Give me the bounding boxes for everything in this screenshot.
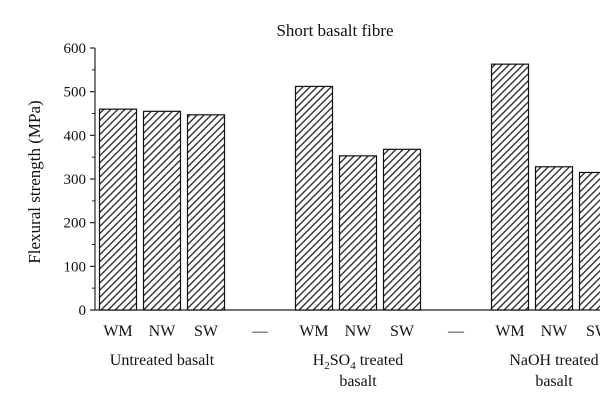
- group-label: Untreated basalt: [110, 352, 215, 369]
- y-tick-label: 400: [64, 128, 87, 144]
- y-tick-label: 200: [64, 216, 87, 232]
- x-tick-label: NW: [149, 323, 177, 340]
- y-axis-label: Flexural strength (MPa): [25, 100, 44, 263]
- chart-title: Short basalt fibre: [276, 21, 393, 40]
- bar: [186, 114, 226, 311]
- bars: [98, 63, 600, 311]
- group-label: NaOH treated: [509, 352, 598, 369]
- x-tick-label: WM: [103, 323, 132, 340]
- bar: [142, 110, 182, 311]
- y-tick-label: 100: [64, 259, 87, 275]
- x-tick-label: NW: [345, 323, 373, 340]
- y-tick-label: 300: [64, 172, 87, 188]
- group-label: H2SO4 treated: [313, 352, 404, 372]
- y-tick-label: 0: [79, 303, 87, 319]
- x-tick-label: SW: [194, 323, 219, 340]
- separator-label: —: [447, 323, 465, 340]
- y-tick-label: 600: [64, 41, 87, 57]
- x-tick-label: SW: [586, 323, 600, 340]
- bar: [294, 85, 334, 311]
- bar: [490, 63, 530, 311]
- x-tick-label: NW: [541, 323, 569, 340]
- bar: [578, 171, 600, 311]
- bar: [338, 155, 378, 311]
- bar: [98, 108, 138, 311]
- separator-label: —: [251, 323, 269, 340]
- bar: [534, 166, 574, 311]
- bar: [382, 148, 422, 311]
- x-tick-label: SW: [390, 323, 415, 340]
- group-label-line2: basalt: [339, 373, 377, 390]
- x-tick-label: WM: [495, 323, 524, 340]
- x-tick-labels: WM NW SW — WM NW SW — WM NW SW: [103, 323, 600, 340]
- y-tick-label: 500: [64, 85, 87, 101]
- group-labels: Untreated basalt H2SO4 treatedbasaltNaOH …: [110, 352, 599, 390]
- x-tick-label: WM: [299, 323, 328, 340]
- group-label: basalt: [535, 373, 573, 390]
